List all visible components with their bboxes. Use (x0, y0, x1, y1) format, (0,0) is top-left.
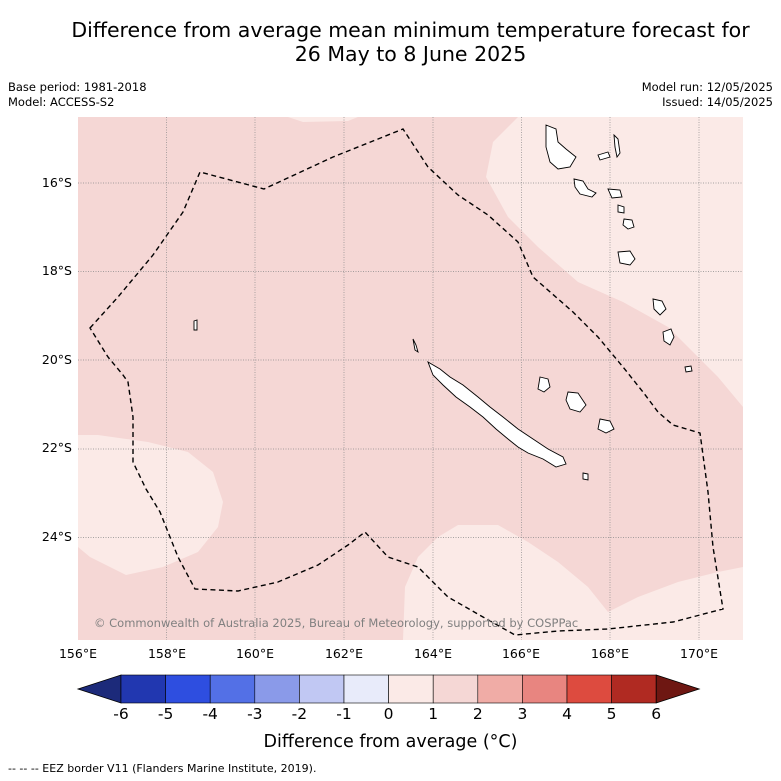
colorbar-segment (299, 674, 345, 704)
base-period: Base period: 1981-2018 (8, 80, 147, 94)
colorbar-tick-label: -2 (291, 705, 308, 723)
island-maewo (613, 133, 621, 159)
colorbar (76, 674, 701, 704)
island-walpole (684, 365, 693, 373)
lat-label-16s: 16°S (41, 175, 72, 190)
colorbar-segment (120, 674, 166, 704)
colorbar-tick-label: -4 (202, 705, 218, 723)
meta-left: Base period: 1981-2018 Model: ACCESS-S2 (8, 80, 147, 110)
colorbar-extend-high (655, 674, 701, 704)
colorbar-tick-label: 2 (472, 705, 483, 723)
light-region-top (288, 117, 358, 122)
lat-label-24s: 24°S (41, 529, 72, 544)
colorbar-tick-label: -5 (157, 705, 174, 723)
island-malekula (573, 178, 597, 198)
island-pines (582, 472, 589, 481)
lon-label-162e: 162°E (324, 646, 363, 661)
lon-label-156e: 156°E (58, 646, 97, 661)
island-epi (617, 204, 625, 214)
colorbar-segment (254, 674, 300, 704)
eez-border (89, 128, 724, 636)
colorbar-segment (566, 674, 612, 704)
island-loyalty-mare (597, 418, 615, 434)
island-small-1 (193, 319, 198, 331)
colorbar-segment (432, 674, 479, 704)
colorbar-tick-label: -1 (336, 705, 352, 723)
footer-note: -- -- -- EEZ border V11 (Flanders Marine… (8, 762, 317, 775)
model-run: Model run: 12/05/2025 (641, 80, 773, 94)
lon-label-168e: 168°E (590, 646, 629, 661)
colorbar-segment (343, 674, 389, 704)
colorbar-extend-low (76, 674, 122, 704)
island-efate (622, 218, 635, 230)
colorbar-segment (522, 674, 568, 704)
island-espiritu-santo (545, 124, 577, 170)
light-region-northeast (486, 117, 743, 407)
colorbar-tick-label: -3 (247, 705, 263, 723)
islands (193, 124, 693, 481)
colorbar-title: Difference from average (°C) (263, 732, 518, 752)
island-belep (412, 338, 419, 354)
map-panel: © Commonwealth of Australia 2025, Bureau… (78, 117, 743, 640)
colorbar-tick-label: 0 (383, 705, 394, 723)
lat-label-18s: 18°S (41, 263, 72, 278)
island-new-caledonia (427, 360, 567, 468)
lat-label-20s: 20°S (41, 352, 72, 367)
colorbar-tick-label: 5 (606, 705, 617, 723)
chart-title: Difference from average mean minimum tem… (40, 18, 781, 66)
colorbar-segment (388, 674, 434, 704)
colorbar-segment (477, 674, 523, 704)
lon-label-158e: 158°E (147, 646, 186, 661)
lon-label-164e: 164°E (413, 646, 452, 661)
colorbar-tick-label: 3 (517, 705, 528, 723)
island-tanna (652, 298, 667, 316)
lon-label-170e: 170°E (679, 646, 718, 661)
island-ambrym (607, 188, 623, 199)
issued-date: Issued: 14/05/2025 (662, 95, 773, 109)
title-line-2: 26 May to 8 June 2025 (294, 42, 527, 66)
colorbar-segment (611, 674, 657, 704)
title-line-1: Difference from average mean minimum tem… (71, 18, 750, 42)
island-hunter (662, 328, 675, 346)
colorbar-segments (76, 674, 701, 704)
map-svg (78, 117, 743, 640)
colorbar-tick-label: -6 (113, 705, 129, 723)
lat-label-22s: 22°S (41, 440, 72, 455)
island-loyalty-lifou (565, 391, 587, 413)
colorbar-tick-label: 4 (562, 705, 572, 723)
model-name: Model: ACCESS-S2 (8, 95, 115, 109)
island-loyalty-ouvea (537, 376, 551, 393)
colorbar-segment (209, 674, 256, 704)
light-region-southeast (403, 525, 743, 640)
colorbar-tick-label: 1 (428, 705, 439, 723)
meta-right: Model run: 12/05/2025 Issued: 14/05/2025 (642, 80, 773, 110)
colorbar-tick-label: 6 (651, 705, 662, 723)
lon-label-160e: 160°E (235, 646, 274, 661)
island-ambae (597, 151, 611, 161)
copyright-text: © Commonwealth of Australia 2025, Bureau… (94, 616, 579, 630)
colorbar-segment (165, 674, 211, 704)
island-erromango (617, 250, 636, 266)
lon-label-166e: 166°E (501, 646, 540, 661)
light-region-southwest (78, 435, 223, 575)
gridlines (78, 117, 743, 640)
